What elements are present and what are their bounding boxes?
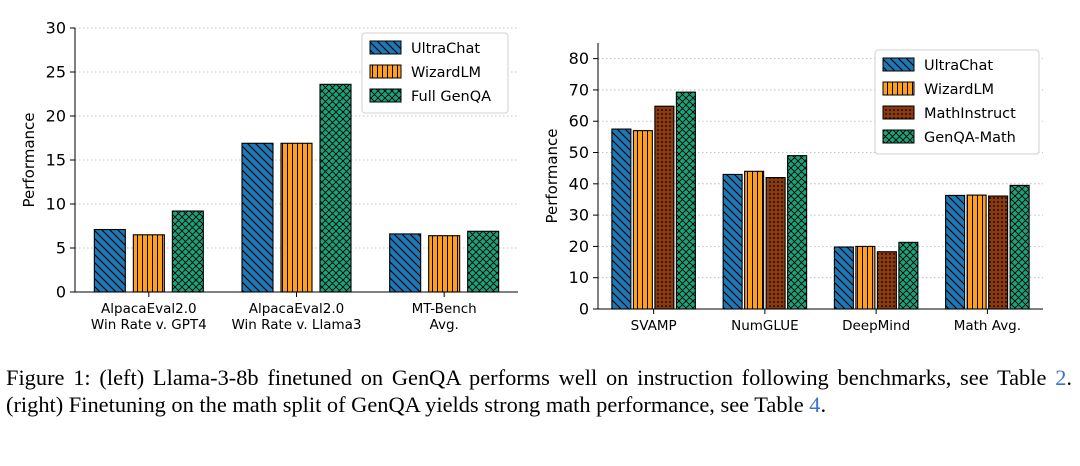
caption-table-link-2[interactable]: 4 [809,392,821,417]
x-tick-label: MT-Bench [412,301,477,317]
y-axis-label: Performance [543,128,561,223]
y-axis-label: Performance [20,112,38,207]
y-tick-label: 60 [569,112,589,131]
y-tick-label: 25 [46,63,66,82]
legend-swatch-hatch-ultrachat [882,57,915,72]
caption-text-1: Figure 1: (left) Llama-3-8b finetuned on… [6,365,1056,390]
y-tick-label: 20 [46,107,66,126]
bar-ultrachat-alpacaeval2-0-win-rate-v-llama3-hatch [241,142,274,293]
caption-text-3: . [820,392,827,417]
bar-mathinstruct-numglue-hatch [765,177,786,310]
bar-full-genqa-mt-bench-avg-hatch [467,230,500,293]
legend [874,49,1040,155]
bar-ultrachat-numglue-hatch [722,173,743,310]
y-tick-label: 20 [569,237,589,256]
right-chart: 0 10 20 30 40 50 60 70 80 Performance SVAMP NumGLUE… [543,43,1043,334]
y-tick-label: 10 [46,195,66,214]
legend-swatch-hatch-mathinstruct [882,105,915,120]
bar-genqa-math-svamp-hatch [675,91,696,310]
bar-mathinstruct-deepmind-hatch [876,251,897,310]
y-tick-label: 30 [46,19,66,38]
legend-label-wizardlm: WizardLM [924,82,994,98]
y-tick-label: 5 [56,239,66,258]
y-tick-label: 80 [569,49,589,68]
y-tick-label: 30 [569,206,589,225]
bar-genqa-math-numglue-hatch [787,155,808,310]
bar-ultrachat-alpacaeval2-0-win-rate-v-gpt4-hatch [93,228,126,293]
bar-ultrachat-svamp-hatch [611,128,632,310]
legend-swatch-hatch-full-genqa [369,88,402,103]
x-tick-label: SVAMP [631,318,677,334]
bar-ultrachat-deepmind-hatch [833,246,854,310]
legend-swatch-hatch-wizardlm [882,81,915,96]
bar-wizardlm-svamp-hatch [632,130,653,310]
bar-mathinstruct-math-avg-hatch [988,195,1009,310]
y-tick-label: 50 [569,143,589,162]
bar-wizardlm-math-avg-hatch [966,194,987,310]
bar-wizardlm-numglue-hatch [744,170,765,310]
x-tick-label: Win Rate v. Llama3 [232,317,362,333]
bar-wizardlm-mt-bench-avg-hatch [428,235,461,293]
legend-swatch-hatch-wizardlm [369,64,402,79]
x-tick-label: Win Rate v. GPT4 [91,317,207,333]
y-tick-label: 0 [579,300,589,319]
x-tick-label: NumGLUE [731,318,799,334]
bar-mathinstruct-svamp-hatch [654,105,675,310]
legend-label-wizardlm: WizardLM [411,65,481,81]
x-tick-label: Math Avg. [954,318,1021,334]
x-tick-label: DeepMind [842,318,910,334]
bar-full-genqa-alpacaeval2-0-win-rate-v-gpt4-hatch [171,210,204,293]
bar-ultrachat-mt-bench-avg-hatch [389,233,422,293]
bar-wizardlm-alpacaeval2-0-win-rate-v-llama3-hatch [280,142,313,293]
y-tick-label: 40 [569,174,589,193]
caption-table-link-1[interactable]: 2 [1055,365,1067,390]
legend-label-mathinstruct: MathInstruct [924,106,1016,122]
x-tick-label: AlpacaEval2.0 [101,301,197,317]
y-tick-label: 15 [46,151,66,170]
bar-wizardlm-deepmind-hatch [855,245,876,310]
bar-wizardlm-alpacaeval2-0-win-rate-v-gpt4-hatch [132,234,165,293]
y-tick-label: 10 [569,268,589,287]
bar-ultrachat-math-avg-hatch [945,194,966,310]
bar-genqa-math-math-avg-hatch [1009,184,1030,310]
bar-genqa-math-deepmind-hatch [898,241,919,310]
legend-label-ultrachat: UltraChat [924,58,993,74]
legend-label-ultrachat: UltraChat [411,41,480,57]
caption-text-2: . (right) Finetuning on the math split o… [6,365,1072,417]
x-tick-label: AlpacaEval2.0 [249,301,345,317]
legend-swatch-hatch-genqa-math [882,129,915,144]
figure: 051015202530PerformanceAlpacaEval2.0Win … [20,19,1043,334]
left-chart: 051015202530PerformanceAlpacaEval2.0Win … [20,19,518,333]
figure-caption: Figure 1: (left) Llama-3-8b finetuned on… [6,364,1072,418]
legend-label-full-genqa: Full GenQA [411,89,491,105]
legend-label-genqa-math: GenQA-Math [924,130,1016,146]
legend-swatch-hatch-ultrachat [369,40,402,55]
y-tick-label: 70 [569,80,589,99]
bar-full-genqa-alpacaeval2-0-win-rate-v-llama3-hatch [319,83,352,293]
x-tick-label: Avg. [430,317,459,333]
y-tick-label: 0 [56,283,66,302]
